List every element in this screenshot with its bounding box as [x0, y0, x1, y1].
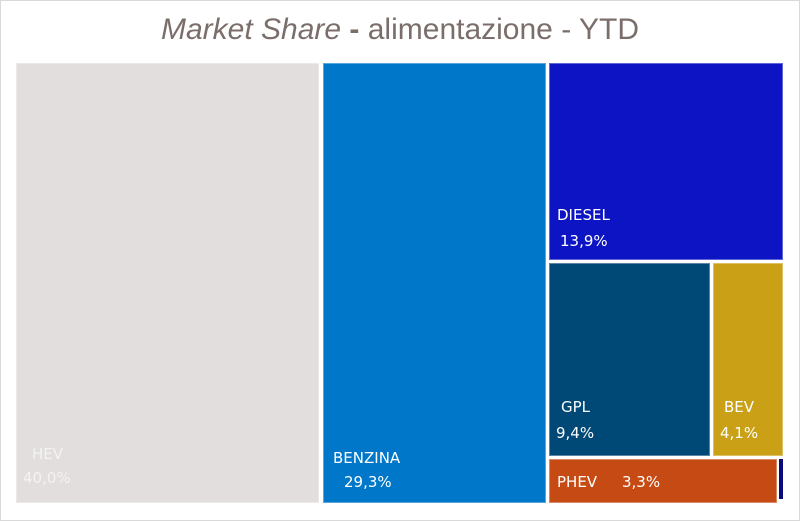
tile-phev-label: PHEV — [557, 473, 598, 491]
chart-title: Market Share - alimentazione - YTD — [0, 10, 800, 50]
tile-benzina-value: 29,3% — [344, 473, 392, 491]
tile-hev[interactable]: HEV 40,0% — [16, 63, 319, 503]
chart-title-rest: alimentazione - YTD — [367, 13, 639, 46]
tile-gpl-label: GPL — [561, 398, 591, 416]
tile-diesel-label: DIESEL — [557, 206, 610, 224]
tile-bev-value: 4,1% — [720, 424, 759, 442]
tile-benzina[interactable]: BENZINA 29,3% — [323, 63, 546, 503]
tile-gpl-value: 9,4% — [556, 424, 595, 442]
chart-title-separator: - — [341, 13, 368, 46]
tile-other-sliver[interactable] — [779, 459, 783, 499]
tile-gpl[interactable]: GPL 9,4% — [549, 263, 710, 456]
tile-hev-label: HEV — [32, 445, 64, 463]
tile-phev[interactable]: PHEV 3,3% — [549, 459, 777, 503]
tile-bev[interactable]: BEV 4,1% — [713, 263, 783, 456]
tile-diesel[interactable]: DIESEL 13,9% — [549, 63, 783, 260]
tile-benzina-label: BENZINA — [333, 449, 401, 467]
tile-hev-value: 40,0% — [23, 469, 71, 487]
tile-phev-value: 3,3% — [622, 473, 661, 491]
tile-diesel-value: 13,9% — [560, 232, 608, 250]
chart-title-italic: Market Share — [161, 13, 342, 46]
tile-bev-label: BEV — [724, 398, 755, 416]
